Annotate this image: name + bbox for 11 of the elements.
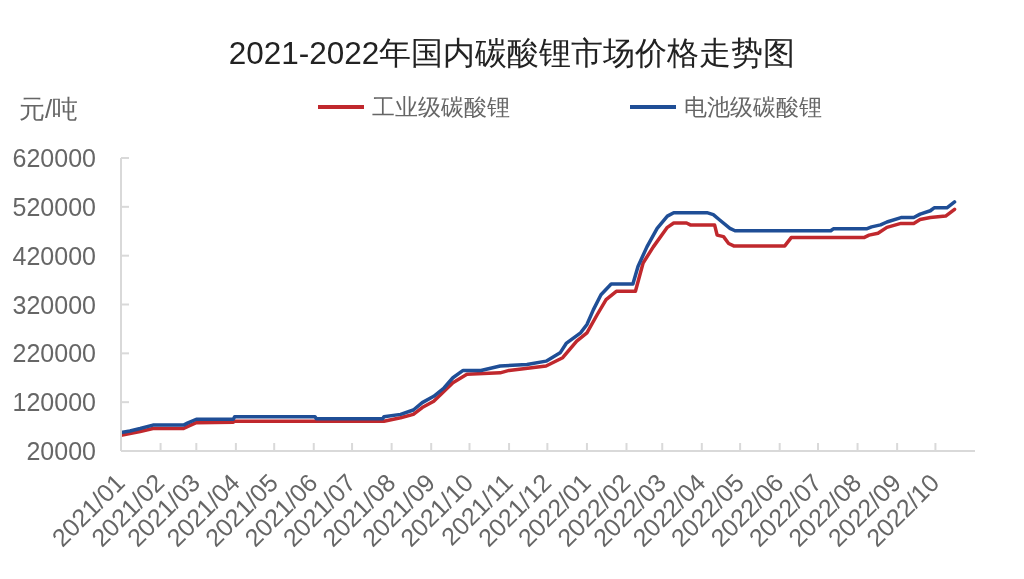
y-tick-label: 220000 <box>12 339 96 368</box>
y-tick-label: 320000 <box>12 290 96 319</box>
y-tick-label: 520000 <box>12 192 96 221</box>
y-tick-label: 20000 <box>26 437 96 465</box>
legend-label: 电池级碳酸锂 <box>684 93 822 122</box>
y-axis-title: 元/吨 <box>19 93 79 125</box>
y-tick-label: 620000 <box>12 144 96 172</box>
chart-title: 2021-2022年国内碳酸锂市场价格走势图 <box>227 34 797 73</box>
legend-label: 工业级碳酸锂 <box>372 93 510 122</box>
y-tick-label: 120000 <box>12 388 96 417</box>
y-tick-label: 420000 <box>12 241 96 270</box>
